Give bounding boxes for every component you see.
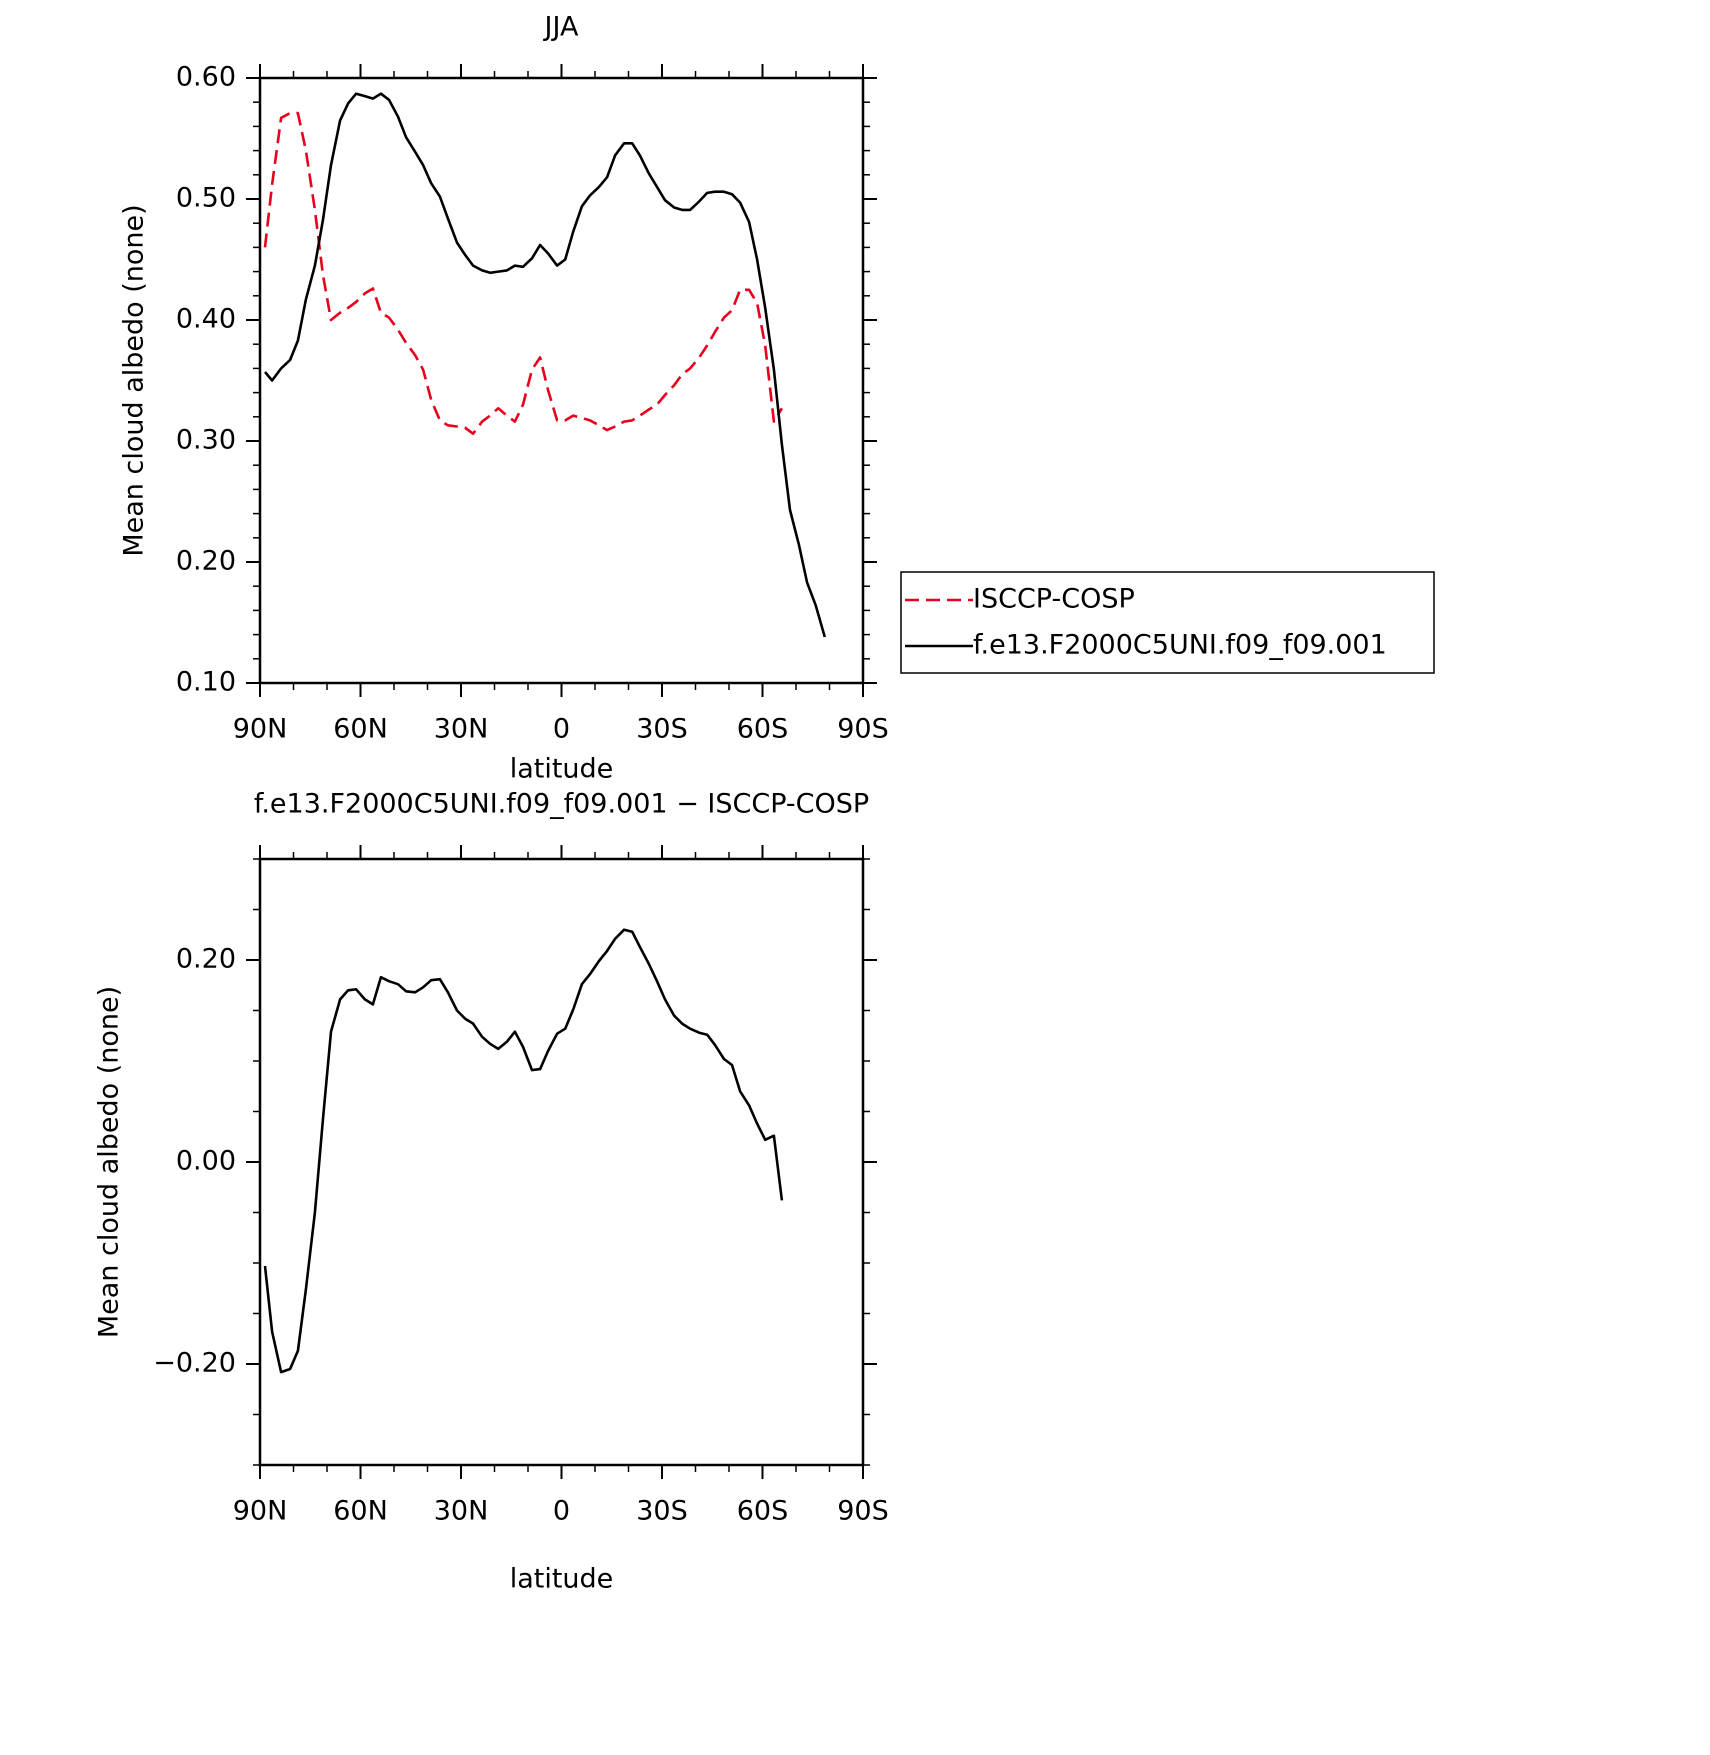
y-tick-label: 0.20 xyxy=(176,546,236,577)
y-axis-label: Mean cloud albedo (none) xyxy=(94,986,125,1338)
y-tick-label: 0.50 xyxy=(176,183,236,214)
x-tick-label: 0 xyxy=(553,1496,570,1527)
x-axis-label: latitude xyxy=(510,754,614,785)
x-tick-label: 90N xyxy=(233,714,288,745)
data-line xyxy=(264,92,827,638)
x-tick-label: 90N xyxy=(233,1496,288,1527)
legend-label: ISCCP-COSP xyxy=(973,584,1135,615)
x-tick-label: 0 xyxy=(553,714,570,745)
x-tick-label: 30N xyxy=(434,1496,489,1527)
data-line xyxy=(263,928,784,1374)
x-tick-label: 90S xyxy=(837,714,889,745)
chart-title: JJA xyxy=(543,12,579,43)
x-tick-label: 60N xyxy=(333,714,388,745)
data-line xyxy=(263,111,784,435)
x-tick-label: 30S xyxy=(636,1496,688,1527)
y-tick-label: 0.60 xyxy=(176,62,236,93)
x-tick-label: 60S xyxy=(737,714,789,745)
x-tick-label: 60S xyxy=(737,1496,789,1527)
y-tick-label: 0.40 xyxy=(176,304,236,335)
legend-box xyxy=(900,571,1435,674)
x-tick-label: 30S xyxy=(636,714,688,745)
x-tick-label: 60N xyxy=(333,1496,388,1527)
plot-frame xyxy=(258,857,865,1467)
x-axis-label: latitude xyxy=(510,1564,614,1595)
y-tick-label: 0.00 xyxy=(176,1146,236,1177)
y-tick-label: 0.30 xyxy=(176,425,236,456)
y-tick-label: 0.20 xyxy=(176,944,236,975)
y-tick-label: 0.10 xyxy=(176,667,236,698)
legend-label: f.e13.F2000C5UNI.f09_f09.001 xyxy=(973,630,1387,661)
x-tick-label: 90S xyxy=(837,1496,889,1527)
chart-title: f.e13.F2000C5UNI.f09_f09.001 − ISCCP-COS… xyxy=(254,789,869,820)
y-tick-label: −0.20 xyxy=(153,1348,236,1379)
y-axis-label: Mean cloud albedo (none) xyxy=(119,204,150,556)
x-tick-label: 30N xyxy=(434,714,489,745)
plot-frame xyxy=(258,76,865,685)
